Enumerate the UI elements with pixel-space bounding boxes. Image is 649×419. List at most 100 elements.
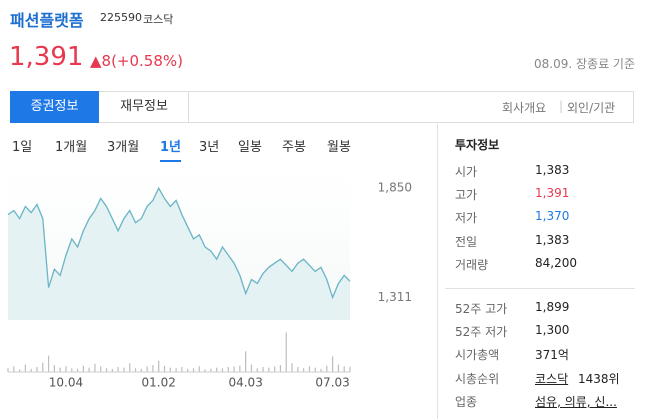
area (8, 188, 350, 320)
period-tab[interactable]: 3년 (199, 140, 220, 155)
volume-bar (152, 365, 154, 372)
volume-bar (291, 363, 293, 372)
x-tick-label: 07.03 (315, 376, 349, 390)
volume-bar (53, 365, 55, 372)
volume-bar (100, 366, 102, 372)
separator: | (559, 99, 564, 113)
volume-bar (233, 366, 235, 372)
info-label: 업종 (455, 394, 478, 409)
volume-bar (320, 368, 322, 372)
info-value: 1438위 (578, 371, 620, 386)
period-tab[interactable]: 1개월 (55, 140, 88, 155)
chart: 1,850 1,311 10.04 01.02 04.03 07.03 (7, 170, 412, 390)
volume-bar (250, 364, 253, 372)
panel-title: 투자정보 (455, 138, 500, 152)
volume-bar (308, 366, 311, 372)
volume-bar (163, 365, 166, 372)
volume-bar (140, 368, 142, 372)
divider (437, 124, 438, 419)
volume-bar (175, 368, 177, 372)
volume-bar (337, 364, 340, 372)
tab-active[interactable]: 증권정보 (10, 91, 99, 123)
volume-bar (65, 366, 67, 372)
volume-bar (169, 367, 171, 372)
volume-bar (105, 368, 108, 372)
stock-code: 225590 (100, 11, 142, 24)
volume-bar (42, 362, 44, 372)
volume-bar (123, 367, 125, 372)
volume-bar (204, 369, 206, 372)
volume-bar (343, 366, 345, 372)
period-tab[interactable]: 주봉 (282, 140, 306, 155)
period-tab[interactable]: 1일 (12, 140, 33, 155)
volume-bar (262, 366, 264, 372)
info-value: 1,383 (535, 232, 570, 247)
info-label: 전일 (455, 234, 478, 249)
info-value: 1,383 (535, 163, 570, 177)
link[interactable]: 회사개요 (502, 101, 547, 115)
volume-bar (279, 365, 282, 372)
volume-bar (24, 364, 26, 372)
volume-bar (76, 368, 79, 372)
info-label: 거래량 (455, 257, 489, 272)
info-label: 고가 (455, 188, 478, 203)
volume-bar (146, 366, 148, 372)
volume-bar (210, 368, 212, 372)
volume-bar (297, 366, 299, 372)
volume-bar (326, 365, 328, 372)
volume-bar (47, 355, 50, 372)
info-link[interactable]: 코스닥 (535, 371, 569, 386)
volume-bar (285, 332, 287, 372)
volume-bar (221, 368, 224, 372)
current-price: 1,391 (9, 42, 84, 72)
volume-bar (332, 356, 334, 372)
volume-bar (314, 367, 316, 372)
x-tick-label: 10.04 (49, 376, 83, 390)
volume-bar (192, 368, 195, 372)
price-change: ▲8(+0.58%) (90, 52, 184, 70)
volume-bar (227, 366, 229, 372)
volume-bar (82, 365, 84, 372)
volume-bar (256, 368, 258, 372)
price-time: 08.09. 장종료 기준 (534, 57, 635, 71)
info-label: 시가 (455, 165, 478, 179)
volume-bar (111, 368, 113, 372)
volume-bar (349, 366, 351, 372)
x-tick-label: 01.02 (142, 376, 176, 390)
volume-bar (7, 368, 9, 372)
info-link[interactable]: 섬유, 의류, 신... (535, 394, 617, 409)
period-tab[interactable]: 3개월 (107, 140, 140, 155)
volume-bar (94, 363, 96, 372)
link[interactable]: 외인/기관 (567, 101, 616, 115)
volume-bar (59, 367, 61, 372)
volume-bar (198, 366, 200, 372)
volume-bar (158, 360, 160, 372)
stock-name: 패션플랫폼 (10, 11, 84, 30)
info-label: 저가 (455, 211, 478, 226)
stock-market: 코스닥 (143, 13, 174, 26)
volume-bar (129, 363, 131, 372)
period-tab-active[interactable]: 1년 (160, 136, 182, 162)
info-label: 52주 고가 (455, 302, 508, 316)
info-value: 1,300 (535, 323, 570, 338)
info-value: 371억 (535, 348, 569, 363)
volume-bar (268, 367, 270, 372)
volume-bar (134, 368, 137, 372)
volume-bar (36, 366, 38, 372)
period-tab[interactable]: 일봉 (238, 140, 262, 155)
info-value: 84,200 (535, 255, 577, 270)
volume-bar (187, 368, 189, 372)
info-value: 1,370 (535, 209, 570, 224)
volume-bar (88, 367, 90, 372)
volume-bar (274, 366, 276, 372)
separator (445, 288, 635, 289)
volume-bar (30, 368, 32, 372)
tab[interactable]: 재무정보 (100, 91, 189, 123)
volume-bar (71, 368, 73, 372)
y-tick-label: 1,850 (378, 181, 412, 195)
volume-bar (181, 366, 183, 372)
period-tab[interactable]: 월봉 (327, 140, 351, 155)
price-line (7, 186, 351, 300)
